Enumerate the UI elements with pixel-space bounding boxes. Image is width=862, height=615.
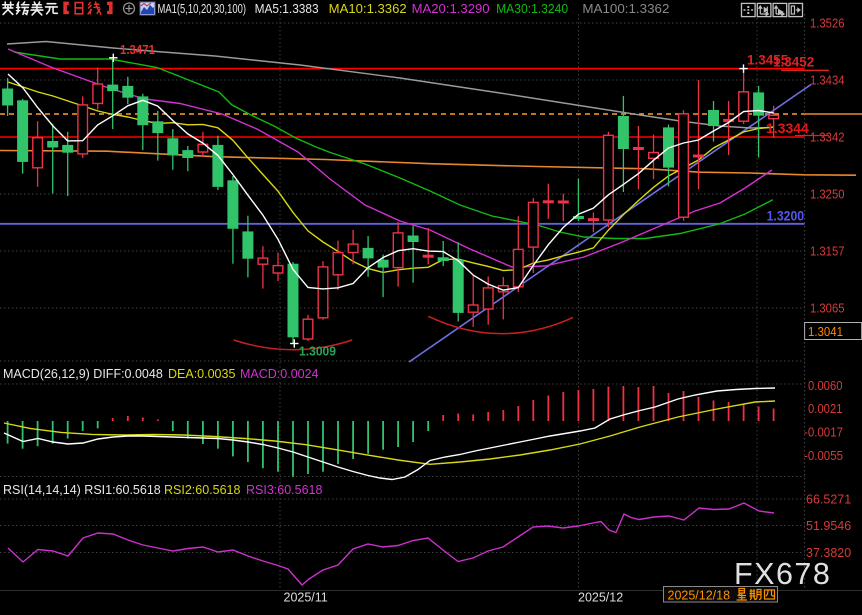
- svg-text:MA5:1.3383: MA5:1.3383: [255, 1, 319, 16]
- svg-text:0.0060: 0.0060: [808, 379, 843, 393]
- svg-text:2025/12: 2025/12: [578, 591, 623, 605]
- svg-text:RSI(14,14,14) RSI1:60.5618: RSI(14,14,14) RSI1:60.5618: [3, 483, 161, 497]
- svg-text:66.5271: 66.5271: [806, 493, 851, 507]
- svg-text:RSI3:60.5618: RSI3:60.5618: [246, 483, 322, 497]
- svg-text:1.3009: 1.3009: [299, 345, 336, 359]
- svg-text:1.3065: 1.3065: [810, 302, 845, 316]
- svg-text:MA1(5,10,20,30,100): MA1(5,10,20,30,100): [158, 1, 247, 16]
- svg-text:2025/11: 2025/11: [284, 591, 328, 605]
- svg-text:MA100:1.3362: MA100:1.3362: [582, 1, 669, 16]
- svg-text:1.3342: 1.3342: [810, 131, 845, 145]
- svg-text:0.0021: 0.0021: [808, 402, 843, 416]
- svg-text:-0.0017: -0.0017: [804, 426, 843, 440]
- svg-text:1.3526: 1.3526: [810, 17, 845, 31]
- svg-text:FX678: FX678: [734, 557, 831, 591]
- svg-text:1.3250: 1.3250: [810, 188, 845, 202]
- svg-text:MACD(26,12,9) DIFF:0.0048: MACD(26,12,9) DIFF:0.0048: [3, 367, 163, 381]
- svg-text:MA10:1.3362: MA10:1.3362: [329, 1, 407, 16]
- svg-text:1.3041: 1.3041: [808, 324, 843, 339]
- svg-text:1.3157: 1.3157: [810, 245, 845, 259]
- svg-text:RSI2:60.5618: RSI2:60.5618: [164, 483, 240, 497]
- svg-text:1.3455: 1.3455: [747, 53, 789, 68]
- svg-text:DEA:0.0035: DEA:0.0035: [168, 367, 235, 381]
- svg-text:2025/12/18: 2025/12/18: [668, 589, 731, 603]
- svg-text:MACD:0.0024: MACD:0.0024: [240, 367, 319, 381]
- svg-text:51.9546: 51.9546: [806, 519, 851, 533]
- svg-text:1.3200: 1.3200: [767, 208, 805, 224]
- svg-text:1.3434: 1.3434: [810, 74, 845, 88]
- svg-text:37.3820: 37.3820: [806, 546, 851, 560]
- svg-text:-0.0055: -0.0055: [804, 449, 843, 463]
- svg-text:1.3452: 1.3452: [773, 55, 814, 70]
- svg-text:MA30:1.3240: MA30:1.3240: [496, 1, 568, 16]
- svg-text:MA20:1.3290: MA20:1.3290: [412, 1, 490, 16]
- svg-text:1.3344: 1.3344: [766, 120, 809, 136]
- svg-text:1.3471: 1.3471: [120, 42, 155, 57]
